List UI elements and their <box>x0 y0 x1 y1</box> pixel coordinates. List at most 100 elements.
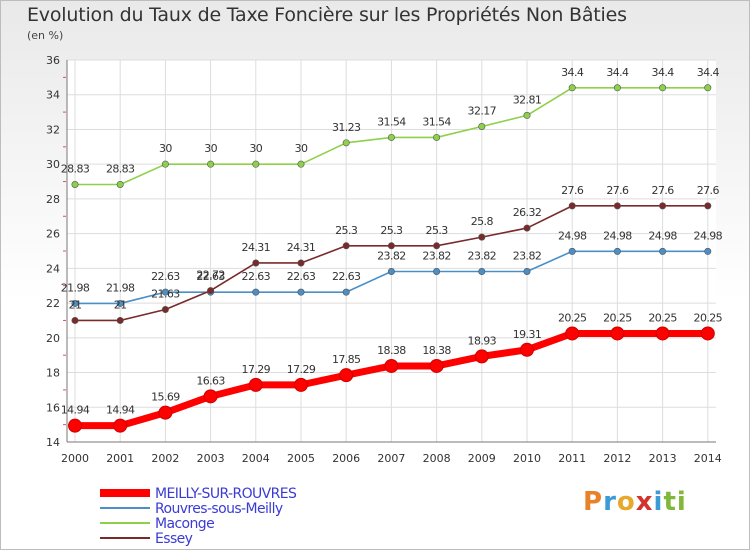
data-label: 22.63 <box>151 270 180 283</box>
data-point <box>68 418 82 433</box>
data-point <box>116 180 124 188</box>
logo-letter: i <box>676 487 687 517</box>
logo-letter: t <box>663 487 677 517</box>
data-point <box>474 349 489 364</box>
data-label: 24.98 <box>694 229 723 242</box>
data-label: 21 <box>69 298 82 311</box>
data-label: 19.31 <box>513 328 542 341</box>
data-point <box>520 342 534 357</box>
data-point <box>433 267 441 275</box>
data-point <box>478 267 486 275</box>
data-point <box>71 299 79 307</box>
data-point <box>429 358 444 373</box>
data-label: 32.81 <box>513 93 542 106</box>
x-tick-label: 2011 <box>558 452 586 465</box>
data-point <box>613 84 621 92</box>
data-point <box>613 247 621 255</box>
data-point <box>342 139 350 147</box>
data-point <box>568 247 576 255</box>
x-tick-label: 2005 <box>287 452 315 465</box>
data-label: 24.98 <box>558 229 587 242</box>
y-tick-label: 32 <box>46 123 60 136</box>
chart-title: Evolution du Taux de Taxe Foncière sur l… <box>27 4 627 26</box>
x-tick-label: 2007 <box>377 452 405 465</box>
data-label: 21.98 <box>61 281 90 294</box>
data-point <box>610 326 625 341</box>
data-label: 21.98 <box>106 281 135 294</box>
data-label: 27.6 <box>561 184 584 197</box>
data-label: 22.63 <box>287 270 316 283</box>
data-label: 25.8 <box>471 215 494 228</box>
x-tick-label: 2008 <box>423 452 451 465</box>
data-point <box>252 288 260 296</box>
data-point <box>704 84 712 92</box>
data-label: 23.82 <box>513 249 542 262</box>
data-label: 30 <box>204 142 217 155</box>
legend-label: Essey <box>155 531 193 547</box>
data-label: 22.63 <box>242 270 271 283</box>
data-label: 27.6 <box>697 184 720 197</box>
data-label: 34.4 <box>561 66 584 79</box>
data-point <box>659 247 667 255</box>
x-tick-label: 2004 <box>242 452 270 465</box>
logo-letter: P <box>583 487 604 517</box>
data-label: 30 <box>159 142 172 155</box>
data-point <box>387 242 395 250</box>
data-label: 30 <box>295 142 308 155</box>
data-label: 14.94 <box>106 404 135 417</box>
data-point <box>433 133 441 141</box>
data-label: 21.63 <box>151 288 180 301</box>
data-label: 18.38 <box>422 344 451 357</box>
data-label: 31.54 <box>422 115 451 128</box>
logo-letter: o <box>616 487 636 517</box>
x-tick-label: 2010 <box>513 452 541 465</box>
data-point <box>248 377 263 392</box>
data-point <box>387 133 395 141</box>
data-point <box>478 123 486 131</box>
logo-letter: r <box>603 487 617 517</box>
data-point <box>342 288 350 296</box>
data-point <box>523 111 531 119</box>
data-label: 28.83 <box>61 162 90 175</box>
data-label: 17.29 <box>242 363 271 376</box>
data-label: 24.31 <box>242 241 271 254</box>
data-label: 20.25 <box>558 311 587 324</box>
logo-letter: x <box>635 487 654 517</box>
data-point <box>71 180 79 188</box>
x-tick-label: 2003 <box>197 452 225 465</box>
data-label: 24.98 <box>603 229 632 242</box>
data-point <box>659 202 667 210</box>
data-point <box>523 224 531 232</box>
data-point <box>113 418 128 433</box>
data-label: 20.25 <box>648 311 677 324</box>
data-label: 22.72 <box>196 269 225 282</box>
data-label: 21 <box>114 298 127 311</box>
data-point <box>523 267 531 275</box>
data-label: 23.82 <box>377 249 406 262</box>
data-point <box>339 368 354 383</box>
data-label: 34.4 <box>697 66 720 79</box>
data-label: 31.23 <box>332 121 361 134</box>
data-point <box>700 326 715 341</box>
data-label: 24.31 <box>287 241 316 254</box>
data-label: 26.32 <box>513 206 542 219</box>
data-point <box>207 160 215 168</box>
x-tick-label: 2009 <box>468 452 496 465</box>
data-label: 17.29 <box>287 363 316 376</box>
data-point <box>384 358 399 373</box>
data-point <box>207 287 215 295</box>
data-label: 24.98 <box>648 229 677 242</box>
legend-label: Rouvres-sous-Meilly <box>155 501 283 517</box>
data-point <box>613 202 621 210</box>
data-point <box>704 247 712 255</box>
y-tick-label: 30 <box>46 158 60 171</box>
data-label: 22.63 <box>196 270 225 283</box>
data-label: 30 <box>249 142 262 155</box>
y-tick-label: 28 <box>46 193 60 206</box>
legend-label: MEILLY-SUR-ROUVRES <box>155 486 297 502</box>
proxiti-logo: Proxiti <box>583 487 687 517</box>
data-label: 34.4 <box>652 66 675 79</box>
data-label: 25.3 <box>426 224 449 237</box>
data-point <box>297 259 305 267</box>
x-tick-label: 2001 <box>106 452 134 465</box>
